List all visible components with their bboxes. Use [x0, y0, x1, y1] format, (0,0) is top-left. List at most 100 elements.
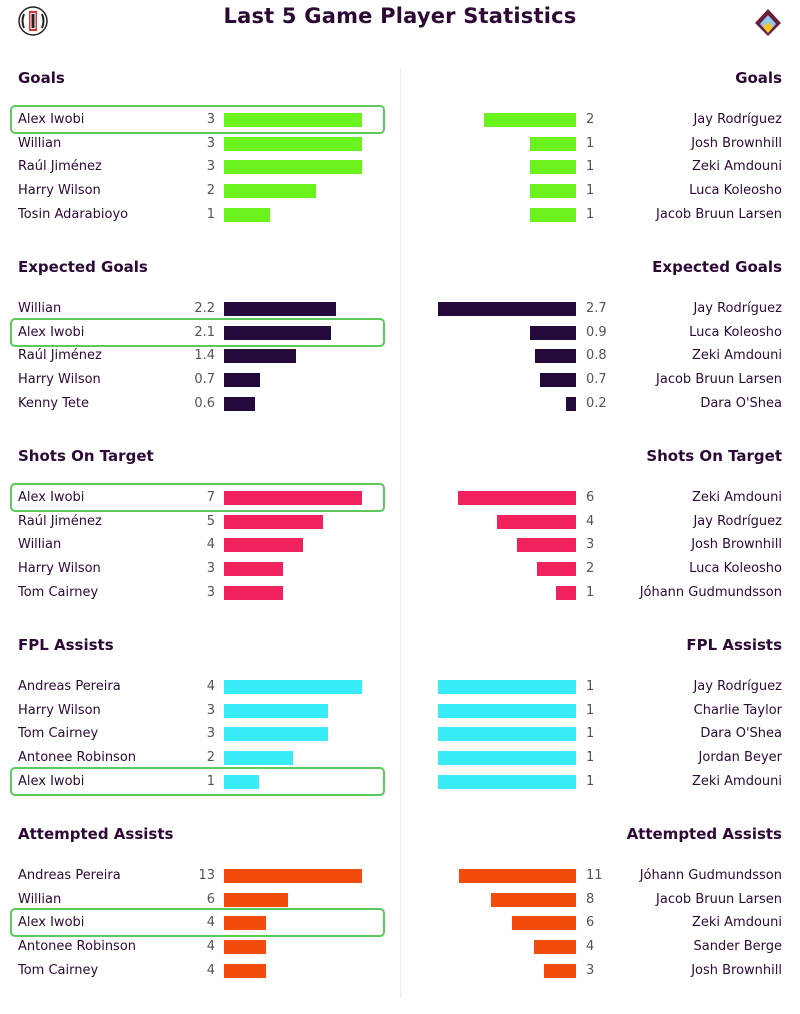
- bar: [224, 302, 336, 316]
- section-title-right: Goals: [735, 69, 782, 87]
- player-row: Dara O'Shea 0.2: [0, 393, 800, 415]
- player-row: Luca Koleosho 2: [0, 558, 800, 580]
- player-row: Luca Koleosho 0.9: [0, 322, 800, 344]
- player-row: Harry Wilson 3: [0, 558, 800, 580]
- player-name: Antonee Robinson: [18, 750, 137, 766]
- player-name: Jay Rodríguez: [693, 513, 782, 529]
- player-name: Luca Koleosho: [689, 324, 782, 340]
- section-title-right: Shots On Target: [646, 447, 782, 465]
- player-name: Tom Cairney: [18, 962, 99, 978]
- player-row: Zeki Amdouni 1: [0, 771, 800, 793]
- data-label: 1.4: [194, 348, 215, 364]
- player-row: Antonee Robinson 4: [0, 936, 800, 958]
- bar: [438, 703, 576, 718]
- player-name: Josh Brownhill: [691, 537, 782, 553]
- bar: [224, 940, 266, 955]
- player-row: Zeki Amdouni 0.8: [0, 345, 800, 367]
- data-label: 7: [206, 490, 215, 505]
- player-name: Antonee Robinson: [18, 939, 137, 955]
- bar: [438, 751, 576, 766]
- data-label: 4: [206, 679, 215, 694]
- player-name: Andreas Pereira: [18, 868, 121, 883]
- player-name: Jacob Bruun Larsen: [656, 891, 782, 907]
- player-name: Alex Iwobi: [18, 490, 85, 505]
- bar: [491, 892, 576, 907]
- data-label: 1: [206, 773, 215, 789]
- stat-section: Goals Goals Alex Iwobi 3 Willian 3 Raúl Jiméne…: [0, 69, 800, 258]
- player-row: Tom Cairney 3: [0, 723, 800, 745]
- data-label: 2.7: [586, 301, 607, 316]
- player-name: Dara O'Shea: [700, 395, 782, 411]
- bar: [224, 562, 283, 577]
- data-label: 3: [206, 159, 215, 175]
- data-label: 3: [206, 561, 215, 577]
- player-name: Jacob Bruun Larsen: [656, 372, 782, 388]
- bar: [224, 680, 362, 694]
- data-label: 3: [586, 537, 595, 553]
- player-row: Harry Wilson 2: [0, 180, 800, 202]
- stat-section: Attempted Assists Attempted Assists Andrea…: [0, 825, 800, 1014]
- data-label: 11: [586, 868, 603, 883]
- player-row: Jay Rodríguez 4: [0, 511, 800, 533]
- player-name: Kenny Tete: [18, 395, 90, 411]
- bar: [512, 916, 576, 931]
- player-row: Jacob Bruun Larsen 0.7: [0, 369, 800, 391]
- player-row: Andreas Pereira 4: [0, 676, 800, 698]
- data-label: 0.6: [194, 395, 215, 411]
- player-name: Zeki Amdouni: [691, 348, 782, 364]
- bar: [224, 514, 323, 529]
- data-label: 1: [586, 135, 595, 151]
- section-title-left: Goals: [18, 69, 65, 87]
- bar: [224, 207, 270, 222]
- data-label: 4: [206, 939, 215, 955]
- data-label: 1: [586, 702, 595, 718]
- player-name: Harry Wilson: [18, 372, 101, 388]
- data-label: 4: [206, 962, 215, 978]
- player-row: Antonee Robinson 2: [0, 747, 800, 769]
- player-row: Harry Wilson 0.7: [0, 369, 800, 391]
- player-name: Luca Koleosho: [689, 561, 782, 577]
- bar: [484, 113, 576, 127]
- bar: [224, 373, 260, 388]
- bar: [438, 302, 576, 316]
- player-name: Willian: [18, 135, 62, 151]
- player-name: Andreas Pereira: [18, 679, 121, 694]
- highlight-box: [10, 483, 385, 512]
- bar: [534, 940, 576, 955]
- player-row: Jóhann Gudmundsson 11: [0, 865, 800, 887]
- section-title-left: Shots On Target: [18, 447, 154, 465]
- bar: [224, 869, 362, 883]
- bar: [224, 751, 293, 766]
- data-label: 1: [586, 750, 595, 766]
- player-row: Jay Rodríguez 1: [0, 676, 800, 698]
- player-row: Alex Iwobi 3: [0, 109, 800, 131]
- data-label: 1: [586, 726, 595, 742]
- player-name: Zeki Amdouni: [691, 915, 782, 931]
- bar: [458, 491, 576, 505]
- bar: [537, 562, 576, 577]
- player-name: Josh Brownhill: [691, 135, 782, 151]
- player-name: Alex Iwobi: [18, 324, 85, 340]
- player-row: Zeki Amdouni 6: [0, 912, 800, 934]
- player-name: Zeki Amdouni: [691, 773, 782, 789]
- player-name: Raúl Jiménez: [18, 348, 102, 364]
- player-name: Jóhann Gudmundsson: [639, 584, 782, 600]
- fulham-crest-icon: [18, 6, 48, 36]
- header: Last 5 Game Player Statistics: [0, 0, 800, 44]
- player-row: Josh Brownhill 3: [0, 960, 800, 982]
- data-label: 6: [206, 891, 215, 907]
- player-row: Raúl Jiménez 3: [0, 156, 800, 178]
- data-label: 4: [206, 915, 215, 931]
- player-row: Jacob Bruun Larsen 1: [0, 204, 800, 226]
- player-row: Willian 3: [0, 133, 800, 155]
- bar: [530, 160, 576, 175]
- player-name: Harry Wilson: [18, 183, 101, 199]
- player-row: Willian 4: [0, 534, 800, 556]
- player-row: Alex Iwobi 7: [0, 487, 800, 509]
- section-title-left: Attempted Assists: [18, 825, 174, 843]
- bar: [224, 325, 331, 340]
- player-row: Willian 2.2: [0, 298, 800, 320]
- bar: [224, 703, 328, 718]
- player-name: Jay Rodríguez: [693, 301, 782, 316]
- player-row: Luca Koleosho 1: [0, 180, 800, 202]
